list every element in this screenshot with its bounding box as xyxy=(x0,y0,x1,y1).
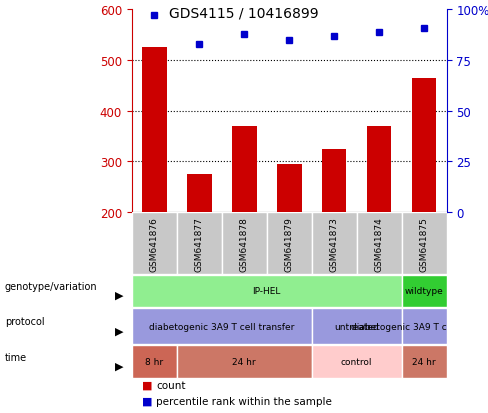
Bar xyxy=(402,309,447,344)
Text: GSM641879: GSM641879 xyxy=(285,216,294,271)
Bar xyxy=(412,78,436,213)
Bar xyxy=(177,346,312,378)
Text: GDS4115 / 10416899: GDS4115 / 10416899 xyxy=(169,6,319,20)
Text: diabetogenic 3A9 T cell transfer: diabetogenic 3A9 T cell transfer xyxy=(351,322,488,331)
Text: count: count xyxy=(156,380,185,390)
Bar xyxy=(322,150,346,213)
Text: genotype/variation: genotype/variation xyxy=(5,281,98,291)
Bar xyxy=(312,346,402,378)
Text: ▶: ▶ xyxy=(115,290,124,300)
Text: GSM641878: GSM641878 xyxy=(240,216,249,271)
Text: wildtype: wildtype xyxy=(405,287,444,296)
Text: IP-HEL: IP-HEL xyxy=(252,287,281,296)
Bar xyxy=(142,48,166,213)
Text: 8 hr: 8 hr xyxy=(145,357,163,366)
Bar xyxy=(312,213,357,275)
Bar xyxy=(222,213,266,275)
Text: control: control xyxy=(341,357,372,366)
Bar xyxy=(266,213,312,275)
Text: 24 hr: 24 hr xyxy=(232,357,256,366)
Bar xyxy=(132,346,177,378)
Bar xyxy=(277,165,302,213)
Bar xyxy=(177,213,222,275)
Text: time: time xyxy=(5,352,27,362)
Text: ■: ■ xyxy=(142,380,152,390)
Text: diabetogenic 3A9 T cell transfer: diabetogenic 3A9 T cell transfer xyxy=(149,322,294,331)
Bar xyxy=(357,213,402,275)
Text: ▶: ▶ xyxy=(115,325,124,335)
Bar xyxy=(132,309,312,344)
Bar xyxy=(132,275,402,307)
Bar xyxy=(187,175,212,213)
Bar xyxy=(232,127,257,213)
Text: GSM641873: GSM641873 xyxy=(329,216,339,271)
Bar xyxy=(402,275,447,307)
Text: GSM641874: GSM641874 xyxy=(375,216,384,271)
Text: untreated: untreated xyxy=(334,322,379,331)
Text: percentile rank within the sample: percentile rank within the sample xyxy=(156,396,332,406)
Text: GSM641877: GSM641877 xyxy=(195,216,203,271)
Bar xyxy=(132,213,177,275)
Bar xyxy=(402,213,447,275)
Bar xyxy=(402,346,447,378)
Text: ▶: ▶ xyxy=(115,361,124,371)
Text: protocol: protocol xyxy=(5,316,44,326)
Bar xyxy=(312,309,402,344)
Text: GSM641875: GSM641875 xyxy=(420,216,428,271)
Text: 24 hr: 24 hr xyxy=(412,357,436,366)
Text: GSM641876: GSM641876 xyxy=(150,216,159,271)
Bar xyxy=(366,127,391,213)
Text: ■: ■ xyxy=(142,396,152,406)
